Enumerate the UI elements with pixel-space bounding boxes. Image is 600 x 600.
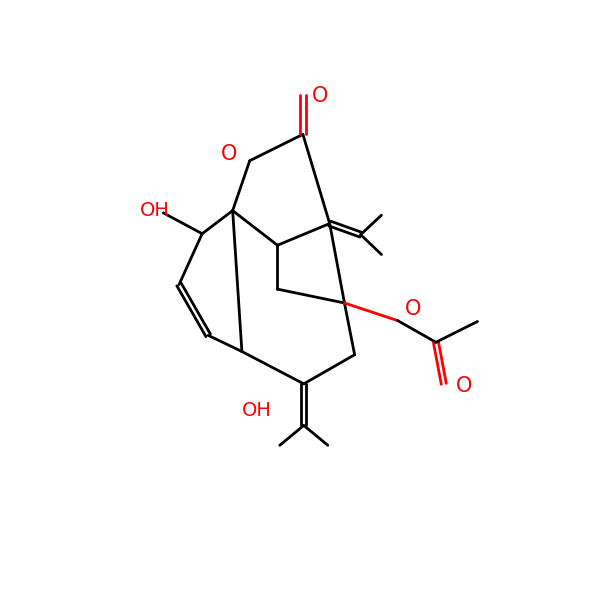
Text: O: O <box>221 144 237 164</box>
Text: O: O <box>404 299 421 319</box>
Text: O: O <box>455 376 472 396</box>
Text: OH: OH <box>140 201 170 220</box>
Text: O: O <box>312 86 329 106</box>
Text: OH: OH <box>242 401 272 419</box>
